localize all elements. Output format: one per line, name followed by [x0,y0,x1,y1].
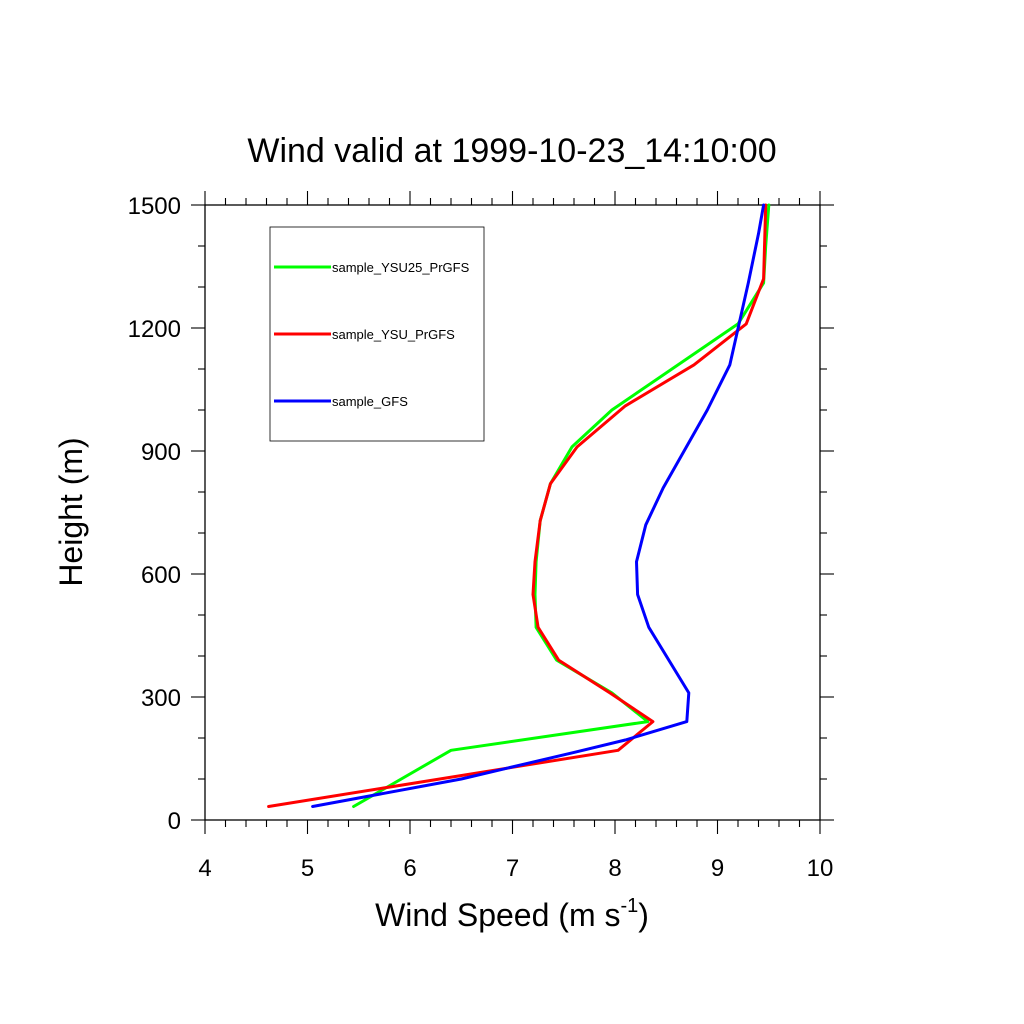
x-axis-label-superscript: -1 [620,895,638,917]
legend-label-3: sample_GFS [332,394,408,409]
y-tick-label: 300 [141,685,181,712]
legend: sample_YSU25_PrGFS sample_YSU_PrGFSsample… [269,226,485,442]
y-axis-label: Height (m) [53,437,89,586]
y-tick-label: 600 [141,562,181,589]
legend-label-1: sample_YSU25_PrGFS [332,260,470,275]
y-tick-label: 900 [141,439,181,466]
series-line-2 [267,203,768,808]
x-tick-label: 9 [711,855,724,882]
x-tick-label: 10 [807,855,834,882]
x-tick-label: 7 [506,855,519,882]
x-tick-label: 8 [608,855,621,882]
x-axis-label-suffix: ) [638,897,649,933]
tick-labels: 4 5 6 7 8 9 10 0 300 600 900 1200 1500 [128,193,834,882]
axis-ticks [191,191,834,834]
y-tick-label: 1500 [128,193,181,220]
x-axis-label-main: Wind Speed (m s [375,897,620,933]
x-tick-label: 5 [301,855,314,882]
y-tick-label: 1200 [128,316,181,343]
x-tick-label: 4 [198,855,211,882]
y-tick-label: 0 [168,808,181,835]
series-group [267,203,771,808]
chart-title: Wind valid at 1999-10-23_14:10:00 [247,132,776,170]
x-axis-label: Wind Speed (m s-1) [375,895,649,933]
legend-label-2: sample_YSU_PrGFS [332,327,455,342]
series-line-3 [311,203,766,808]
x-tick-label: 6 [403,855,416,882]
